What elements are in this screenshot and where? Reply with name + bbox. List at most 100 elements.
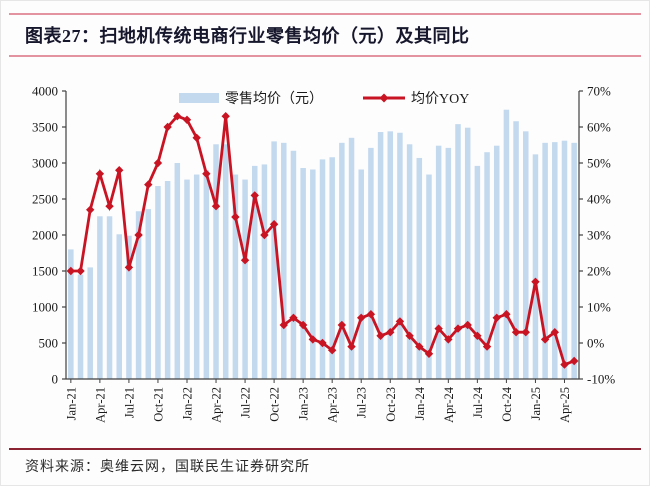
price-bar <box>493 145 500 379</box>
axis-tick-label: 4000 <box>32 84 58 99</box>
price-bar <box>135 211 142 379</box>
price-bar <box>464 127 471 379</box>
axis-tick-label: Oct-24 <box>500 386 514 421</box>
yoy-marker <box>105 202 114 211</box>
yoy-marker <box>376 331 385 340</box>
source-note: 资料来源：奥维云网，国联民生证券研究所 <box>25 460 310 475</box>
price-bar <box>87 267 93 379</box>
yoy-marker <box>492 313 501 322</box>
axis-tick-label: 0 <box>52 372 59 387</box>
yoy-marker <box>124 263 134 272</box>
price-bar <box>406 144 413 379</box>
axis-tick-label: Jul-24 <box>471 386 485 418</box>
yoy-marker <box>550 328 560 337</box>
price-bar <box>513 121 519 380</box>
yoy-marker <box>221 112 230 121</box>
price-bar <box>484 152 490 379</box>
price-bar <box>358 169 364 379</box>
axis-tick-label: Jan-24 <box>413 386 427 420</box>
yoy-marker <box>240 256 250 265</box>
legend-line-marker <box>379 93 389 103</box>
yoy-marker <box>521 328 530 337</box>
axis-tick-label: 20% <box>587 264 611 279</box>
price-bar <box>387 131 394 379</box>
yoy-marker <box>463 320 472 330</box>
yoy-marker <box>405 331 414 340</box>
legend-line-label: 均价YOY <box>411 91 469 107</box>
yoy-marker <box>269 220 279 229</box>
axis-tick-label: Jan-22 <box>180 387 194 420</box>
price-bar <box>397 132 403 379</box>
axis-tick-label: 1000 <box>32 300 58 315</box>
price-yoy-chart: 4000 3500 3000 2500 2000 1500 1000 500 0 70% 60% 50… <box>32 84 615 423</box>
axis-tick-label: Oct-22 <box>268 387 282 422</box>
price-bar <box>213 144 219 379</box>
yoy-marker <box>298 320 308 330</box>
yoy-marker <box>95 169 105 178</box>
price-bar <box>445 147 452 379</box>
yoy-marker <box>289 313 298 322</box>
price-bar <box>174 163 181 379</box>
yoy-marker <box>386 328 395 337</box>
price-bar <box>261 164 268 379</box>
price-bar <box>251 165 258 379</box>
yoy-marker <box>560 360 569 369</box>
price-bar <box>145 209 152 379</box>
price-bar <box>435 145 442 379</box>
yoy-marker <box>531 277 540 286</box>
yoy-marker <box>347 342 356 351</box>
axis-tick-label: -10% <box>587 372 615 387</box>
price-bar <box>426 174 432 379</box>
chart-area: 4000 3500 3000 2500 2000 1500 1000 500 0 70% 60% 50… <box>1 61 649 447</box>
price-bar <box>300 168 306 379</box>
axis-tick-label: 10% <box>587 300 611 315</box>
yoy-marker <box>569 356 579 366</box>
yoy-marker <box>250 191 259 200</box>
price-bar <box>455 124 461 379</box>
price-bar <box>290 150 297 379</box>
price-bar <box>377 132 384 379</box>
axis-tick-label: Apr-25 <box>558 387 572 423</box>
price-bar <box>155 186 161 379</box>
axis-tick-label: 50% <box>587 156 611 171</box>
axis-tick-label: 500 <box>39 336 59 351</box>
axis-tick-label: Jan-21 <box>64 387 78 420</box>
yoy-marker <box>366 310 376 319</box>
yoy-marker <box>211 202 221 211</box>
axis-tick-label: 2500 <box>32 192 58 207</box>
price-bar <box>126 235 132 379</box>
yoy-marker <box>173 112 182 121</box>
price-bar <box>222 144 229 379</box>
yoy-marker <box>357 313 366 322</box>
legend-bar-swatch <box>179 93 219 103</box>
price-bar <box>368 147 374 379</box>
axis-tick-label: 3000 <box>32 156 58 171</box>
yoy-marker <box>502 310 511 319</box>
price-bar <box>532 154 539 379</box>
price-bar <box>561 140 568 379</box>
title-rule <box>9 55 641 57</box>
axis-tick-label: Apr-21 <box>93 387 107 423</box>
yoy-marker <box>395 317 405 326</box>
yoy-marker <box>308 335 318 344</box>
axis-tick-label: 40% <box>587 192 611 207</box>
axis-tick-label: 70% <box>587 84 611 99</box>
yoy-marker <box>279 320 288 330</box>
price-bar <box>116 234 122 379</box>
price-bar <box>203 170 210 379</box>
yoy-marker <box>415 342 424 351</box>
yoy-marker <box>540 335 550 344</box>
price-bar <box>523 131 529 379</box>
axis-tick-label: Jan-23 <box>297 387 311 420</box>
yoy-marker <box>482 342 492 351</box>
axis-tick-label: 0% <box>587 336 605 351</box>
price-bar <box>542 142 548 379</box>
yoy-marker <box>66 266 76 276</box>
price-bar <box>319 159 326 379</box>
price-bar <box>242 179 248 379</box>
axis-tick-label: 2000 <box>32 228 58 243</box>
yoy-marker <box>473 331 482 340</box>
axis-tick-label: Jul-22 <box>239 387 253 418</box>
axis-tick-label: 30% <box>587 228 611 243</box>
